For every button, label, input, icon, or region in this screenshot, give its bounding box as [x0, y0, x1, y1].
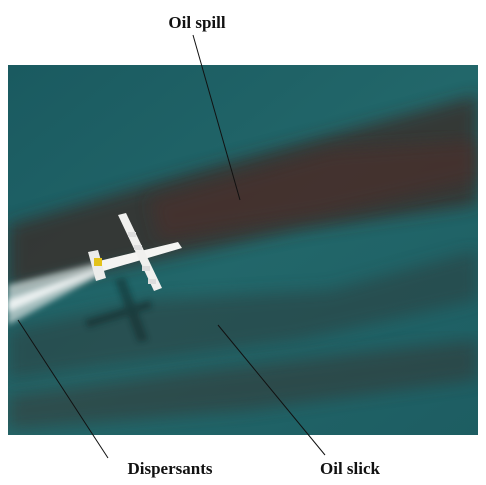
plane	[88, 213, 182, 291]
label: Oil spill	[168, 13, 225, 32]
label: Oil slick	[320, 459, 381, 478]
oil-slick	[8, 250, 478, 380]
leader-line	[217, 324, 326, 456]
leader-line	[192, 34, 241, 201]
oil-slick-lower	[8, 340, 478, 430]
photo	[8, 65, 478, 435]
plane-shadow	[85, 278, 152, 342]
dispersant-spray-core	[8, 268, 100, 312]
label: Dispersants	[127, 459, 212, 478]
leader-line	[17, 319, 109, 459]
oil-band-core	[150, 140, 478, 240]
